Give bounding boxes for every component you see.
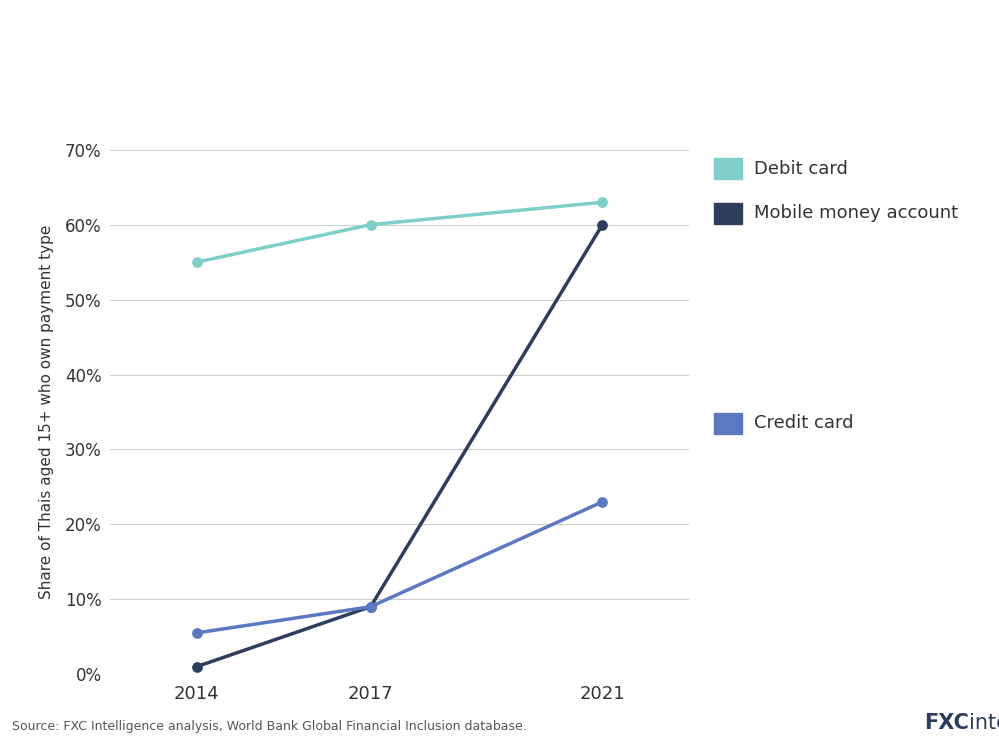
Point [594, 496, 610, 508]
Y-axis label: Share of Thais aged 15+ who own payment type: Share of Thais aged 15+ who own payment … [39, 225, 54, 599]
Point [594, 219, 610, 231]
Text: Population share who own credit cards, debit cards and mobile money accounts: Population share who own credit cards, d… [15, 82, 795, 100]
Text: intelligence™: intelligence™ [969, 712, 999, 733]
Point [363, 219, 379, 231]
Text: Debit card: Debit card [754, 160, 848, 178]
Text: Mobile money account: Mobile money account [754, 204, 958, 222]
Point [363, 601, 379, 613]
Point [189, 661, 205, 673]
Text: Source: FXC Intelligence analysis, World Bank Global Financial Inclusion databas: Source: FXC Intelligence analysis, World… [12, 720, 526, 733]
Text: Credit card: Credit card [754, 414, 854, 432]
Point [189, 627, 205, 639]
Point [363, 601, 379, 613]
Point [189, 256, 205, 268]
Text: Thailand’s changing ownership of payment instruments: Thailand’s changing ownership of payment… [15, 28, 999, 59]
Text: FXC: FXC [924, 712, 969, 733]
Point [594, 196, 610, 208]
